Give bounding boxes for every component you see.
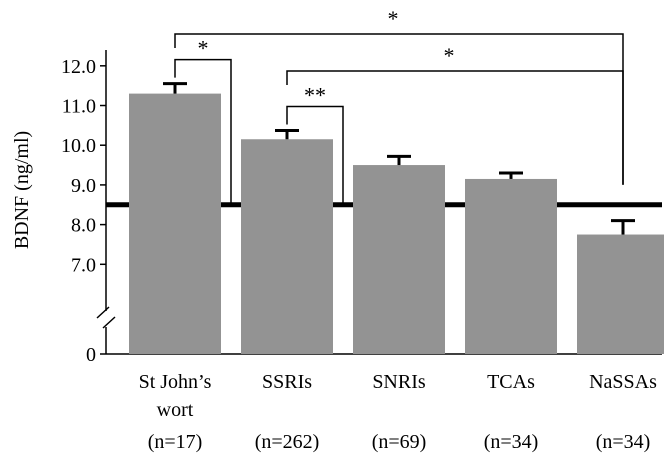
- x-sample-size-label: (n=69): [372, 431, 427, 453]
- axis-break-mark: [96, 306, 110, 319]
- bar: [353, 165, 445, 354]
- bar: [465, 178, 557, 354]
- y-tick-label: 10.0: [61, 135, 96, 157]
- axis-break-mark: [102, 316, 116, 329]
- error-bars-group: [163, 82, 635, 235]
- significance-label: *: [388, 6, 399, 31]
- x-tick-label: St John’s: [139, 371, 212, 393]
- x-tick-label-line2: wort: [157, 399, 194, 421]
- axis-break-gap: [98, 311, 114, 327]
- significance-label: *: [444, 43, 455, 68]
- significance-label: **: [304, 83, 326, 108]
- y-tick-label: 12.0: [61, 56, 96, 78]
- x-sample-size-label: (n=34): [596, 431, 651, 453]
- bar: [577, 234, 664, 354]
- significance-bracket: [286, 70, 624, 185]
- y-tick-label: 8.0: [71, 215, 96, 237]
- y-axis-label: BDNF (ng/ml): [11, 131, 33, 249]
- x-sample-size-label: (n=17): [148, 431, 203, 453]
- x-tick-labels-group: St John’s wort (n=17) SSRIs (n=262) SNRIs (n=6…: [139, 371, 658, 453]
- bars-group: [129, 93, 664, 354]
- x-tick-label: SNRIs: [372, 371, 426, 393]
- x-sample-size-label: (n=262): [255, 431, 320, 453]
- y-axis-label-group: BDNF (ng/ml): [11, 131, 33, 249]
- x-tick-label: SSRIs: [262, 371, 312, 393]
- bar: [129, 93, 221, 354]
- y-tick-label: 9.0: [71, 175, 96, 197]
- bar: [241, 139, 333, 354]
- x-tick-label: TCAs: [487, 371, 535, 393]
- y-tick-label-zero: 0: [86, 344, 96, 366]
- y-tick-label: 11.0: [62, 96, 96, 118]
- x-tick-label: NaSSAs: [589, 371, 657, 393]
- significance-bracket: [174, 58, 232, 205]
- x-sample-size-label: (n=34): [484, 431, 539, 453]
- significance-label: *: [198, 36, 209, 61]
- y-tick-label: 7.0: [71, 254, 96, 276]
- significance-brackets-group: *****: [174, 6, 624, 205]
- significance-bracket: [286, 105, 344, 205]
